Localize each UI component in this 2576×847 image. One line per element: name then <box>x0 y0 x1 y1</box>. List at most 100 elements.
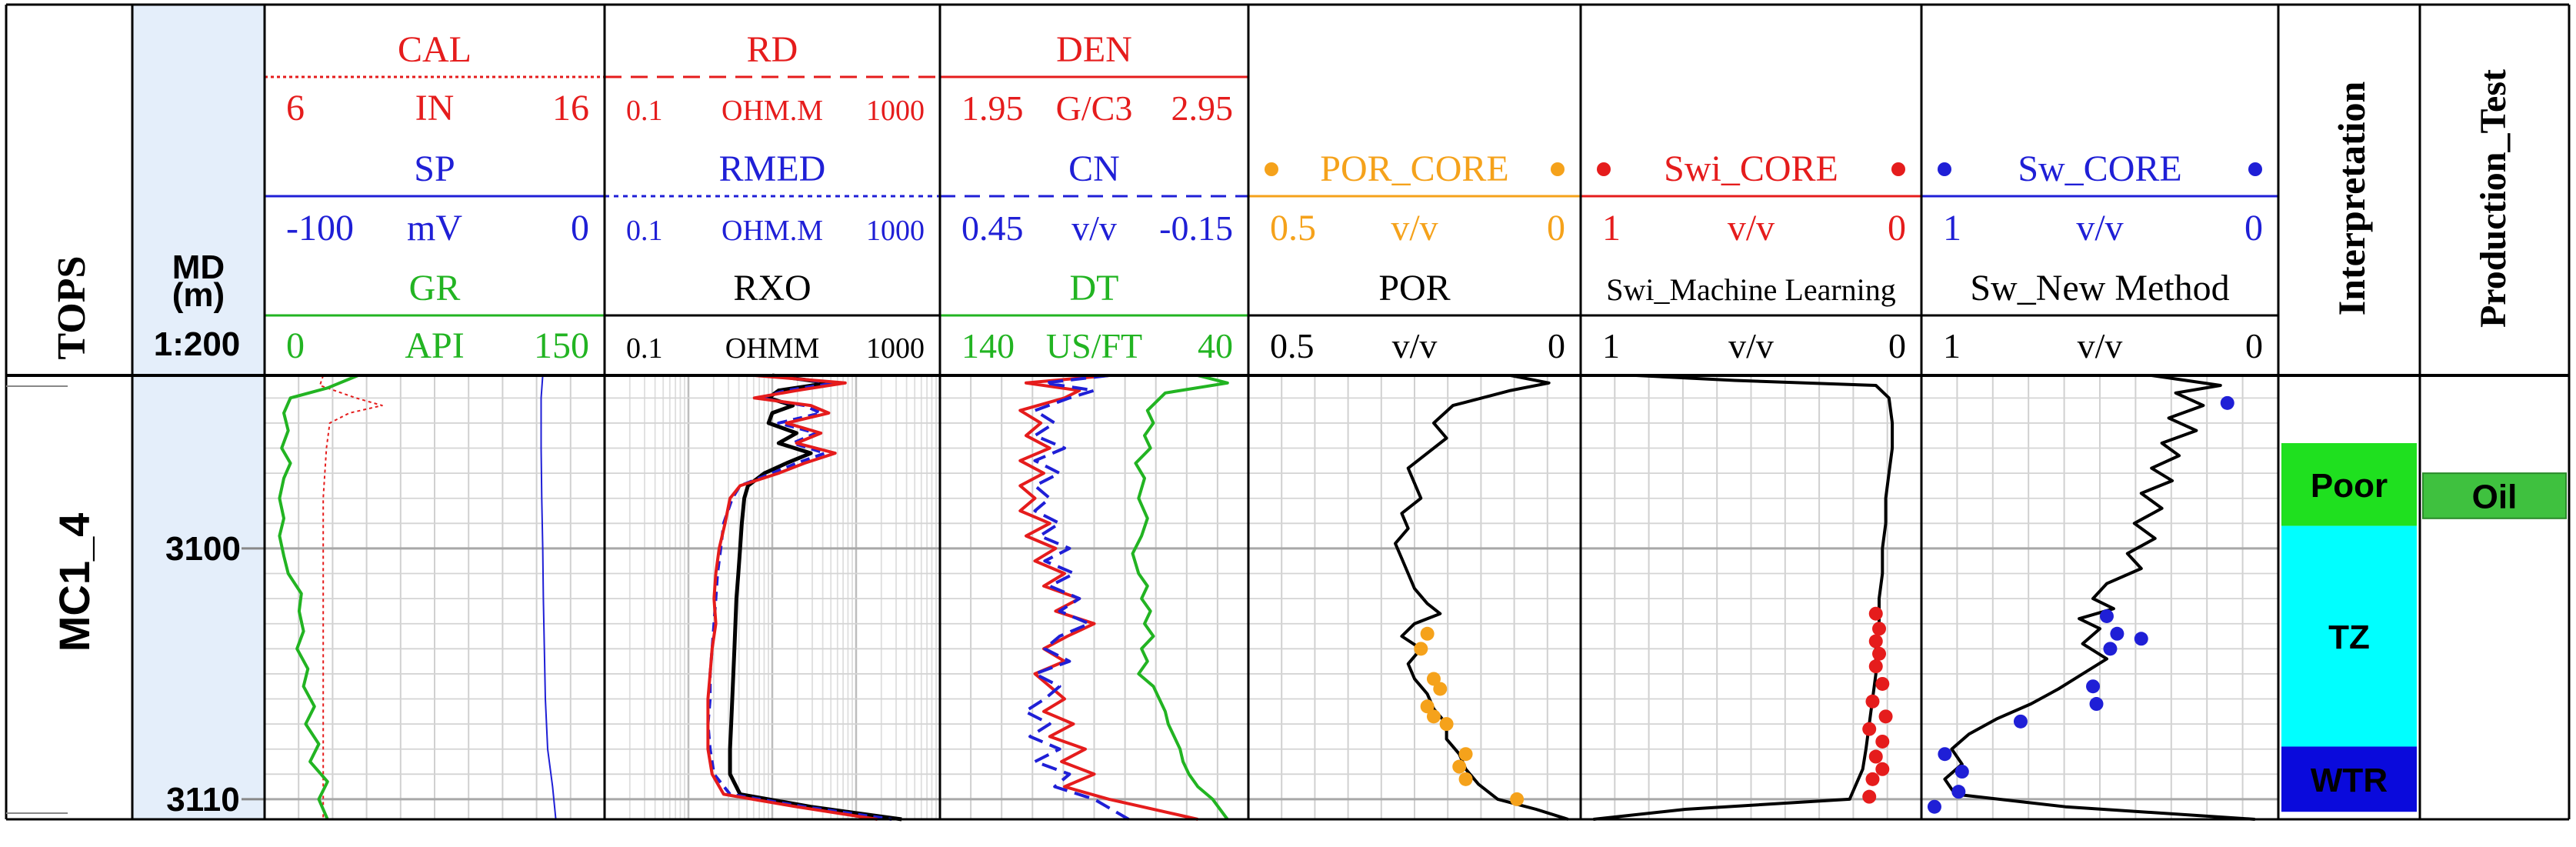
core-point-sw-core <box>2103 642 2118 656</box>
track2-rxo-unit: OHMM <box>725 332 819 365</box>
depth-track-background <box>132 5 265 819</box>
track3-den-name: DEN <box>1056 29 1132 70</box>
track3-den-unit: G/C3 <box>1056 88 1133 128</box>
track3-cn-unit: v/v <box>1071 208 1117 248</box>
track3-cn-max: -0.15 <box>1159 208 1233 248</box>
track6-core-legend-dot <box>2248 162 2262 176</box>
track5-core-legend-dot <box>1597 162 1611 176</box>
track3-cn-name: CN <box>1068 148 1120 189</box>
header-separators <box>265 75 2278 317</box>
core-point-swi-core <box>1862 789 1877 804</box>
track1-sp-name: SP <box>414 148 455 189</box>
core-point-swi-core <box>1865 772 1880 786</box>
interpretation-title: Interpretation <box>2330 82 2373 316</box>
track5-core-unit: v/v <box>1728 208 1775 248</box>
track5-curve-max: 0 <box>1888 326 1906 365</box>
core-point-por-core <box>1426 672 1441 686</box>
track3-dt-max: 40 <box>1198 326 1233 365</box>
core-point-swi-core <box>1872 646 1887 661</box>
core-points <box>1414 395 2234 814</box>
track2-rmed-name: RMED <box>719 148 826 189</box>
track4-curve-name: POR <box>1378 268 1450 308</box>
core-point-por-core <box>1420 699 1435 714</box>
zone-label: MC1_4 <box>50 513 98 652</box>
depth-gridlines <box>242 397 2278 801</box>
track4-core-name: POR_CORE <box>1320 148 1508 189</box>
core-point-por-core <box>1510 792 1525 806</box>
track1-cal-max: 16 <box>552 88 589 128</box>
production-test-title: Production_Test <box>2473 69 2514 328</box>
core-point-sw-core <box>2110 626 2124 641</box>
track2-rxo-min: 0.1 <box>626 332 663 365</box>
track4-curve-unit: v/v <box>1392 326 1438 365</box>
production-label-oil: Oil <box>2472 478 2518 515</box>
core-point-sw-core <box>2099 609 2114 623</box>
track4-core-legend-dot <box>1551 162 1565 176</box>
track1-gr-name: GR <box>409 268 461 308</box>
track1-gr-unit: API <box>405 325 464 366</box>
core-point-swi-core <box>1875 734 1890 749</box>
core-point-por-core <box>1439 717 1454 732</box>
interpretation-zones: Poor TZ WTR Oil <box>2281 443 2567 812</box>
core-point-swi-core <box>1865 694 1880 709</box>
core-point-swi-core <box>1862 722 1877 736</box>
depth-tick-3110: 3110 <box>166 781 239 819</box>
core-point-por-core <box>1458 772 1473 786</box>
core-point-por-core <box>1458 747 1473 762</box>
depth-scale: 1:200 <box>154 325 241 363</box>
interpretation-zone-tz <box>2281 525 2417 747</box>
production-zone-oil <box>2422 472 2567 519</box>
core-point-swi-core <box>1868 749 1883 764</box>
track-grids <box>298 375 2244 819</box>
track2-rmed-max: 1000 <box>866 215 925 247</box>
interpretation-label-wtr: WTR <box>2311 762 2388 799</box>
depth-title: MD <box>172 248 225 286</box>
interpretation-label-tz: TZ <box>2328 619 2370 656</box>
track5-core-name: Swi_CORE <box>1664 148 1838 189</box>
track2-rd-name: RD <box>747 29 798 70</box>
depth-tick-3100: 3100 <box>165 530 241 568</box>
core-point-sw-core <box>1954 765 1969 779</box>
track1-cal-name: CAL <box>398 29 472 70</box>
core-point-sw-core <box>2089 697 2104 712</box>
core-point-swi-core <box>1872 622 1887 636</box>
track2-rxo-name: RXO <box>733 268 811 308</box>
core-point-por-core <box>1433 682 1448 696</box>
track4-core-legend-dot <box>1265 162 1278 176</box>
core-point-por-core <box>1452 759 1467 774</box>
track3-den-min: 1.95 <box>961 88 1024 128</box>
track1-sp-max: 0 <box>571 208 589 248</box>
core-point-swi-core <box>1868 606 1883 621</box>
core-point-sw-core <box>1938 747 1952 762</box>
core-point-por-core <box>1414 642 1428 656</box>
track1-cal-min: 6 <box>286 88 305 128</box>
track6-curve-min: 1 <box>1943 326 1961 365</box>
track4-core-unit: v/v <box>1391 208 1438 248</box>
track6-curve-max: 0 <box>2245 326 2263 365</box>
core-point-por-core <box>1420 626 1435 641</box>
track2-rmed-min: 0.1 <box>626 215 663 247</box>
interpretation-zone-wtr <box>2281 746 2417 812</box>
track1-sp-min: -100 <box>286 208 354 248</box>
track5-curve-name: Swi_Machine Learning <box>1606 272 1896 307</box>
track6-curve-name: Sw_New Method <box>1970 268 2229 308</box>
curve-den <box>1018 374 1198 821</box>
depth-unit: (m) <box>172 276 225 314</box>
curve-rd <box>706 374 878 821</box>
core-point-sw-core <box>2220 395 2234 410</box>
interpretation-label-poor: Poor <box>2311 467 2388 505</box>
curve-sw-new-method <box>1943 374 2255 821</box>
track3-dt-min: 140 <box>961 326 1015 365</box>
track2-rmed-unit: OHM.M <box>721 215 823 247</box>
track2-rd-max: 1000 <box>866 95 925 127</box>
core-point-swi-core <box>1875 762 1890 776</box>
core-point-swi-core <box>1868 634 1883 649</box>
track2-rd-unit: OHM.M <box>721 95 823 127</box>
track6-core-unit: v/v <box>2076 208 2123 248</box>
curve-swi-machine-learning <box>1593 374 1895 821</box>
interpretation-zone-poor <box>2281 443 2417 526</box>
track1-gr-max: 150 <box>534 325 589 366</box>
track2-rxo-max: 1000 <box>866 332 925 365</box>
curve-rxo <box>728 373 902 822</box>
